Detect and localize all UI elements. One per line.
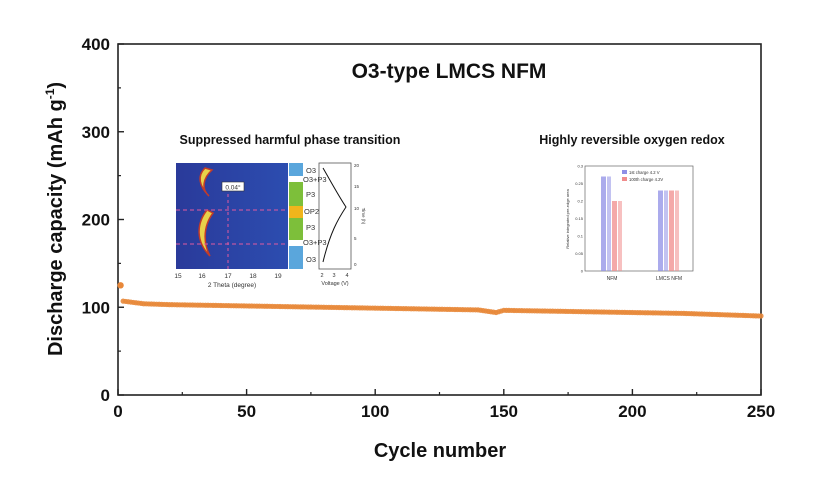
y-tick-label: 0	[101, 386, 110, 405]
inset-oxygen-redox: Highly reversible oxygen redox 1st charg…	[539, 133, 725, 282]
inset-bar	[618, 201, 622, 271]
inset-right-bars	[601, 176, 679, 271]
inset-left-voltage-tick: 2	[320, 273, 323, 279]
y-axis-ticks: 0 100 200 300 400	[82, 35, 124, 405]
inset-left-peak-upper	[199, 167, 214, 197]
inset-bar	[612, 201, 617, 271]
chart-title: O3-type LMCS NFM	[352, 60, 547, 83]
phase-band-o3-bottom	[289, 246, 303, 269]
inset-left-peak-lower	[198, 209, 215, 257]
legend-label-first: 1st charge 4.2 V	[629, 170, 660, 175]
inset-right-yticks: 0.3 0.25 0.2 0.15 0.1 0.05 0	[575, 164, 584, 274]
inset-left-voltage-frame	[318, 162, 352, 270]
inset-left-time-tick: 10	[354, 206, 360, 211]
inset-left-heatmap	[176, 163, 288, 269]
y-tick-label: 100	[82, 298, 110, 317]
inset-left-time-tick: 5	[354, 236, 357, 241]
phase-band-p3-bottom	[289, 218, 303, 240]
inset-bar	[607, 176, 611, 271]
inset-right-frame	[584, 165, 694, 272]
legend-swatch-hundredth	[622, 177, 627, 181]
data-point	[117, 282, 124, 289]
inset-left-xtick: 19	[274, 273, 282, 280]
inset-left-time-tick: 20	[354, 163, 360, 168]
inset-right-title: Highly reversible oxygen redox	[539, 133, 725, 147]
x-axis-title: Cycle number	[374, 440, 506, 462]
phase-label: P3	[306, 190, 315, 199]
inset-left-time-tick: 15	[354, 184, 360, 189]
inset-right-ytick: 0.15	[575, 216, 584, 221]
inset-left-xlabel: 2 Theta (degree)	[208, 282, 256, 289]
inset-bar	[601, 176, 606, 271]
phase-band-op2	[289, 206, 303, 218]
inset-bar	[675, 190, 679, 271]
phase-label: O3+P3	[303, 238, 327, 247]
y-axis-title: Discharge capacity (mAh g-1)	[43, 82, 67, 356]
inset-bar	[669, 190, 674, 271]
inset-left-voltage-curve	[322, 167, 347, 263]
inset-right-ylabel: Relative integrated pre-edge area	[565, 188, 570, 248]
inset-left-xtick: 18	[249, 273, 257, 280]
inset-left-voltage-tick: 4	[345, 273, 348, 279]
x-tick-label: 150	[490, 402, 518, 421]
inset-right-category: LMCS NFM	[656, 276, 682, 282]
x-axis-ticks: 0 50 100 150 200 250	[113, 389, 775, 421]
inset-left-mid-label: 0.04°	[225, 184, 241, 192]
inset-left-voltage-tick: 3	[332, 273, 335, 279]
inset-bar	[658, 190, 663, 271]
inset-right-category: NFM	[607, 276, 618, 282]
inset-right-ytick: 0.3	[577, 164, 583, 169]
inset-right-ytick: 0.1	[577, 234, 583, 239]
inset-left-label-box	[221, 181, 245, 192]
phase-label: O3	[306, 255, 316, 264]
inset-left-time-tick: 0	[354, 262, 357, 267]
x-tick-label: 0	[113, 402, 122, 421]
y-tick-label: 300	[82, 123, 110, 142]
x-tick-label: 100	[361, 402, 389, 421]
inset-right-ytick: 0.2	[577, 199, 583, 204]
data-series	[117, 282, 764, 319]
inset-left-title: Suppressed harmful phase transition	[180, 133, 401, 147]
y-tick-label: 200	[82, 211, 110, 230]
phase-band-o3p3-bottom	[289, 240, 303, 246]
legend-label-hundredth: 100th charge 4.2V	[629, 177, 663, 182]
x-tick-label: 250	[747, 402, 775, 421]
inset-right-ytick: 0.05	[575, 251, 584, 256]
inset-right-ytick: 0	[581, 269, 584, 274]
x-tick-label: 50	[237, 402, 256, 421]
legend-swatch-first	[622, 170, 627, 174]
phase-label: O3	[306, 166, 316, 175]
inset-phase-transition: Suppressed harmful phase transition 0.04…	[174, 133, 400, 289]
y-tick-label: 400	[82, 35, 110, 54]
inset-right-ytick: 0.25	[575, 181, 584, 186]
phase-label: OP2	[304, 207, 319, 216]
phase-band-o3-top	[289, 163, 303, 176]
phase-band-p3-top	[289, 182, 303, 206]
inset-left-xtick: 16	[198, 273, 206, 280]
inset-left-voltage-label: Voltage (V)	[321, 281, 348, 287]
phase-band-o3p3-top	[289, 176, 303, 182]
inset-left-xtick: 17	[224, 273, 232, 280]
inset-left-time-label: Time (h)	[361, 208, 366, 225]
inset-left-xtick: 15	[174, 273, 182, 280]
inset-bar	[664, 190, 668, 271]
data-point	[758, 313, 764, 319]
phase-label: O3+P3	[303, 175, 327, 184]
phase-label: P3	[306, 223, 315, 232]
x-tick-label: 200	[618, 402, 646, 421]
